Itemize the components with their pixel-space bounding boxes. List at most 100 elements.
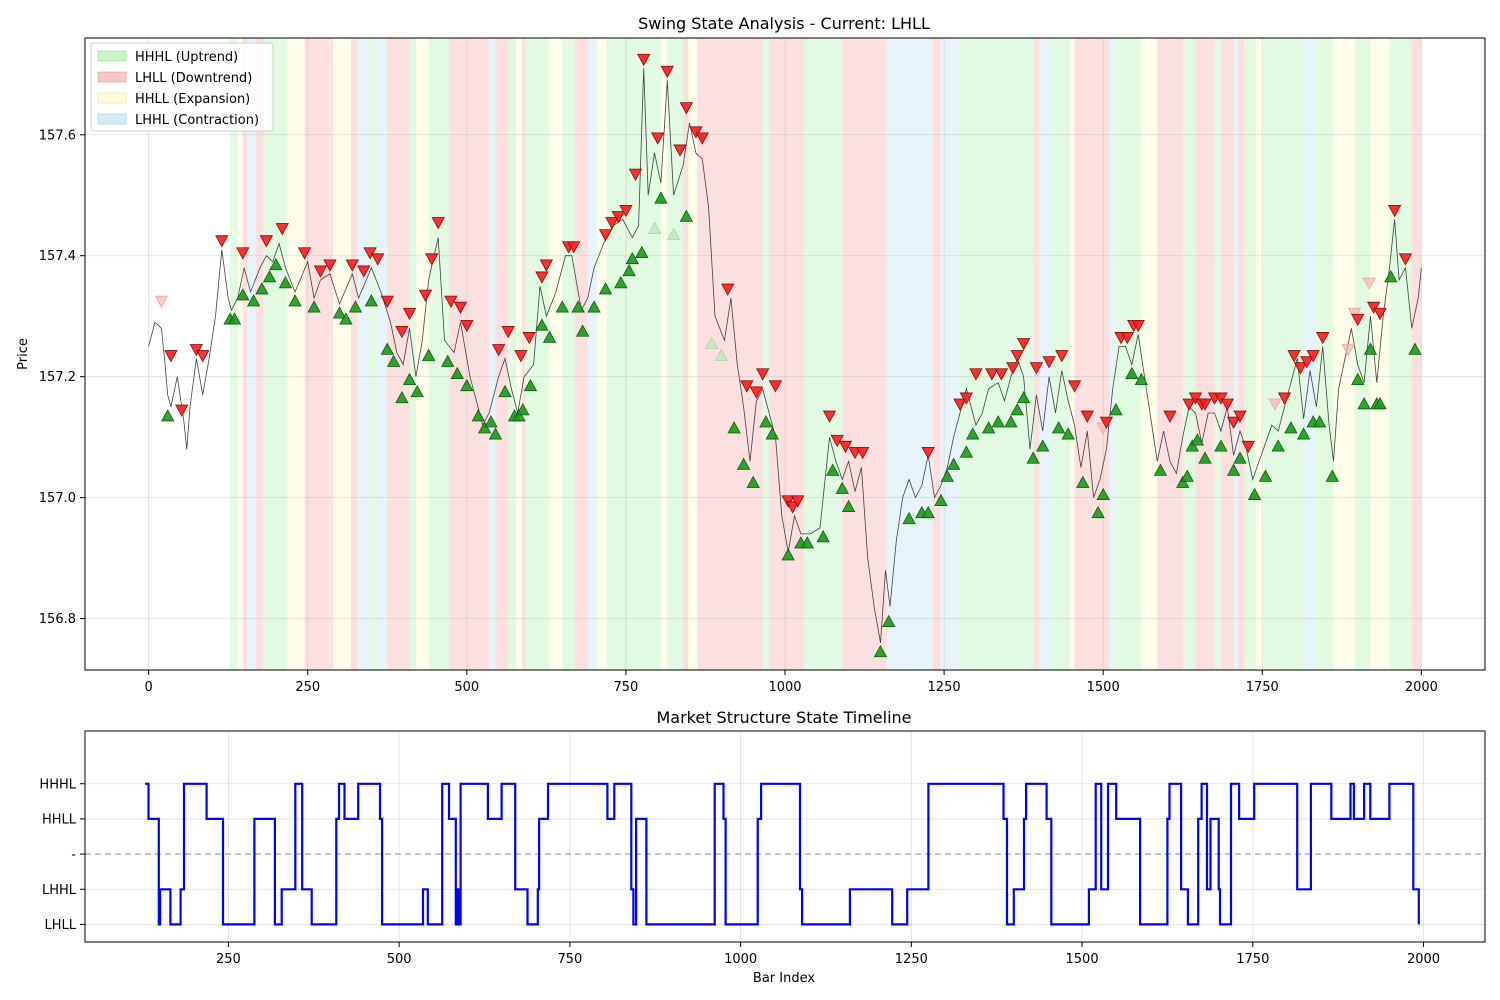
state-region-lhll [1238,38,1245,670]
timeline-y-tick-label: HHHL [39,777,76,792]
swing-low-marker [736,457,751,470]
price-x-tick-label: 500 [454,680,479,695]
swing-low-marker [1198,451,1212,464]
swing-high-marker [1131,319,1145,333]
timeline-x-ticks: 250 500 750 1000 1250 1500 1750 2000 [216,942,1440,967]
swing-low-marker [380,342,394,355]
state-region-lhll [1157,38,1183,670]
swing-low-marker [542,330,557,343]
state-region-lhll [242,38,248,670]
swing-low-marker [1016,390,1031,404]
swing-high-marker [313,265,328,278]
price-x-tick-label: 1250 [928,680,961,695]
legend-item-lhhl: LHHL (Contraction) [97,113,259,128]
swing-high-marker [1398,253,1413,266]
timeline-x-tick-label: 1000 [724,952,757,967]
state-region-lhll [575,38,588,670]
swing-high-marker [628,168,643,181]
swing-high-marker [1055,350,1069,363]
swing-low-marker [386,354,401,367]
swing-low-marker [395,390,409,404]
timeline-y-tick-label: HHLL [42,812,77,827]
state-region-hhll [688,38,698,670]
swing-low-marker [1076,475,1090,488]
state-region-lhll [351,38,358,670]
swing-low-marker [1408,342,1422,355]
swing-low-marker [647,221,662,234]
swing-high-marker [768,380,783,393]
swing-high-marker [323,259,337,272]
state-region-lhll [255,38,264,670]
state-region-lhhl [886,38,933,670]
state-region-lhll [1033,38,1040,670]
swing-high-marker [1067,380,1082,393]
swing-low-marker [1233,451,1247,464]
swing-high-marker [501,325,515,339]
swing-high-marker [371,253,385,266]
swing-high-marker [491,344,506,357]
price-line [148,68,1422,643]
swing-high-marker [1006,362,1020,375]
swing-high-marker [611,211,625,224]
swing-low-marker [946,457,961,470]
swing-high-marker [380,295,394,308]
state-region-lhll [769,38,805,670]
swing-low-marker [575,324,590,337]
swing-high-marker [522,332,536,345]
timeline-y-tick-label: LHLL [44,918,76,933]
swing-high-marker [1341,344,1355,357]
legend-box [90,42,274,132]
legend-swatch-lhll [97,71,127,83]
swing-high-marker [781,495,795,508]
state-region-hhll [333,38,351,670]
state-region-lhhl [1233,38,1239,670]
price-x-tick-label: 1000 [768,680,801,695]
swing-low-marker [262,269,277,283]
state-region-hhll [1141,38,1158,670]
state-region-hhhl [508,38,517,670]
swing-high-marker [749,386,764,399]
state-regions [230,38,1422,670]
swing-low-marker [1325,469,1339,482]
swing-high-marker [619,205,633,218]
swing-low-marker [1036,439,1050,452]
swing-low-marker [765,427,779,440]
swing-low-marker [512,409,526,422]
swing-low-marker [666,227,681,240]
state-region-hhhl [263,38,288,670]
state-region-lhll [387,38,410,670]
swing-low-marker [902,511,916,525]
swing-high-marker [1220,398,1234,411]
swing-low-marker [1051,421,1066,434]
legend-item-hhhl: HHHL (Uptrend) [97,50,238,65]
swing-high-marker [598,229,613,242]
swing-low-marker [1153,463,1168,476]
swing-low-marker [1351,372,1365,386]
swing-low-marker [555,300,569,313]
swing-low-marker [940,469,954,482]
swing-low-marker [1190,433,1205,446]
legend-swatch-lhhl [97,113,127,125]
swing-low-marker [816,530,830,543]
swing-high-marker [357,265,371,278]
swing-low-marker [1312,415,1327,428]
swing-markers [154,53,1422,658]
state-region-hhll [1070,38,1075,670]
price-x-ticks: 0 250 500 750 1000 1250 1500 1750 2000 [144,670,1438,695]
swing-high-marker [830,434,844,448]
timeline-y-tick-label: LHHL [42,883,77,898]
state-region-hhhl [1244,38,1256,670]
swing-high-marker [402,307,417,321]
state-region-hhll [237,38,243,670]
state-region-hhhl [667,38,684,670]
swing-high-marker [189,344,204,357]
swing-high-marker [1268,398,1282,411]
swing-high-marker [1387,205,1402,218]
swing-low-marker [1185,439,1199,452]
swing-high-marker [175,404,189,417]
swing-low-marker [727,421,741,434]
state-region-lhll [1220,38,1234,670]
state-region-hhhl [525,38,550,670]
legend-label-lhll: LHLL (Downtrend) [135,71,252,86]
swing-high-marker [1316,332,1330,345]
